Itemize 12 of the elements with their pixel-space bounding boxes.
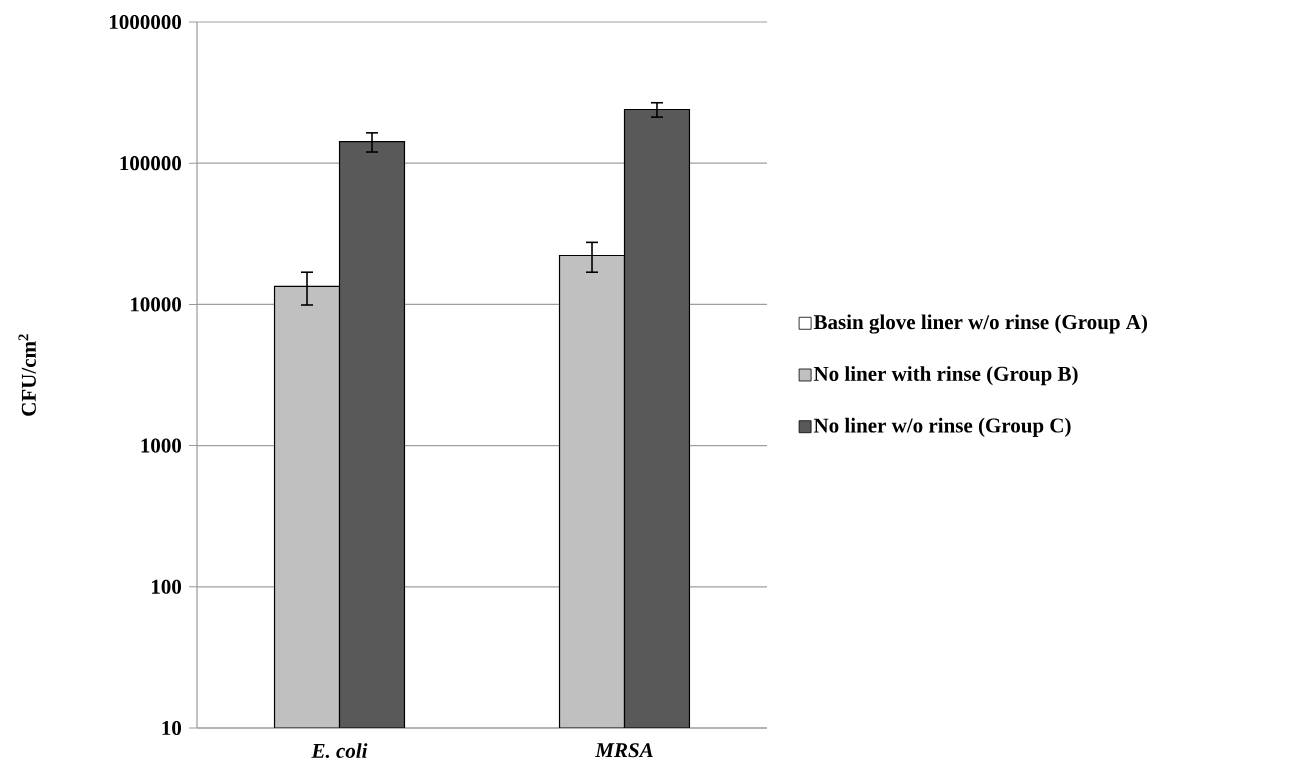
legend-label: No liner with rinse (Group B) — [813, 366, 1078, 386]
y-tick-label: 10 — [162, 720, 182, 736]
y-tick-label: 100000 — [120, 156, 182, 171]
y-tick-label: 10000 — [130, 297, 182, 312]
legend-label: Basin glove liner w/o rinse (Group A) — [813, 314, 1148, 334]
y-tick-label: 100 — [151, 579, 182, 594]
y-tick-label: 1000000 — [109, 14, 182, 30]
y-axis-title: CFU/cm$^{2}$ — [18, 334, 36, 416]
x-tick-label: MRSA — [595, 743, 653, 758]
y-tick-label: 1000 — [141, 438, 182, 453]
legend-label: No liner w/o rinse (Group C) — [813, 417, 1071, 437]
x-tick-label: E. coli — [311, 743, 368, 759]
